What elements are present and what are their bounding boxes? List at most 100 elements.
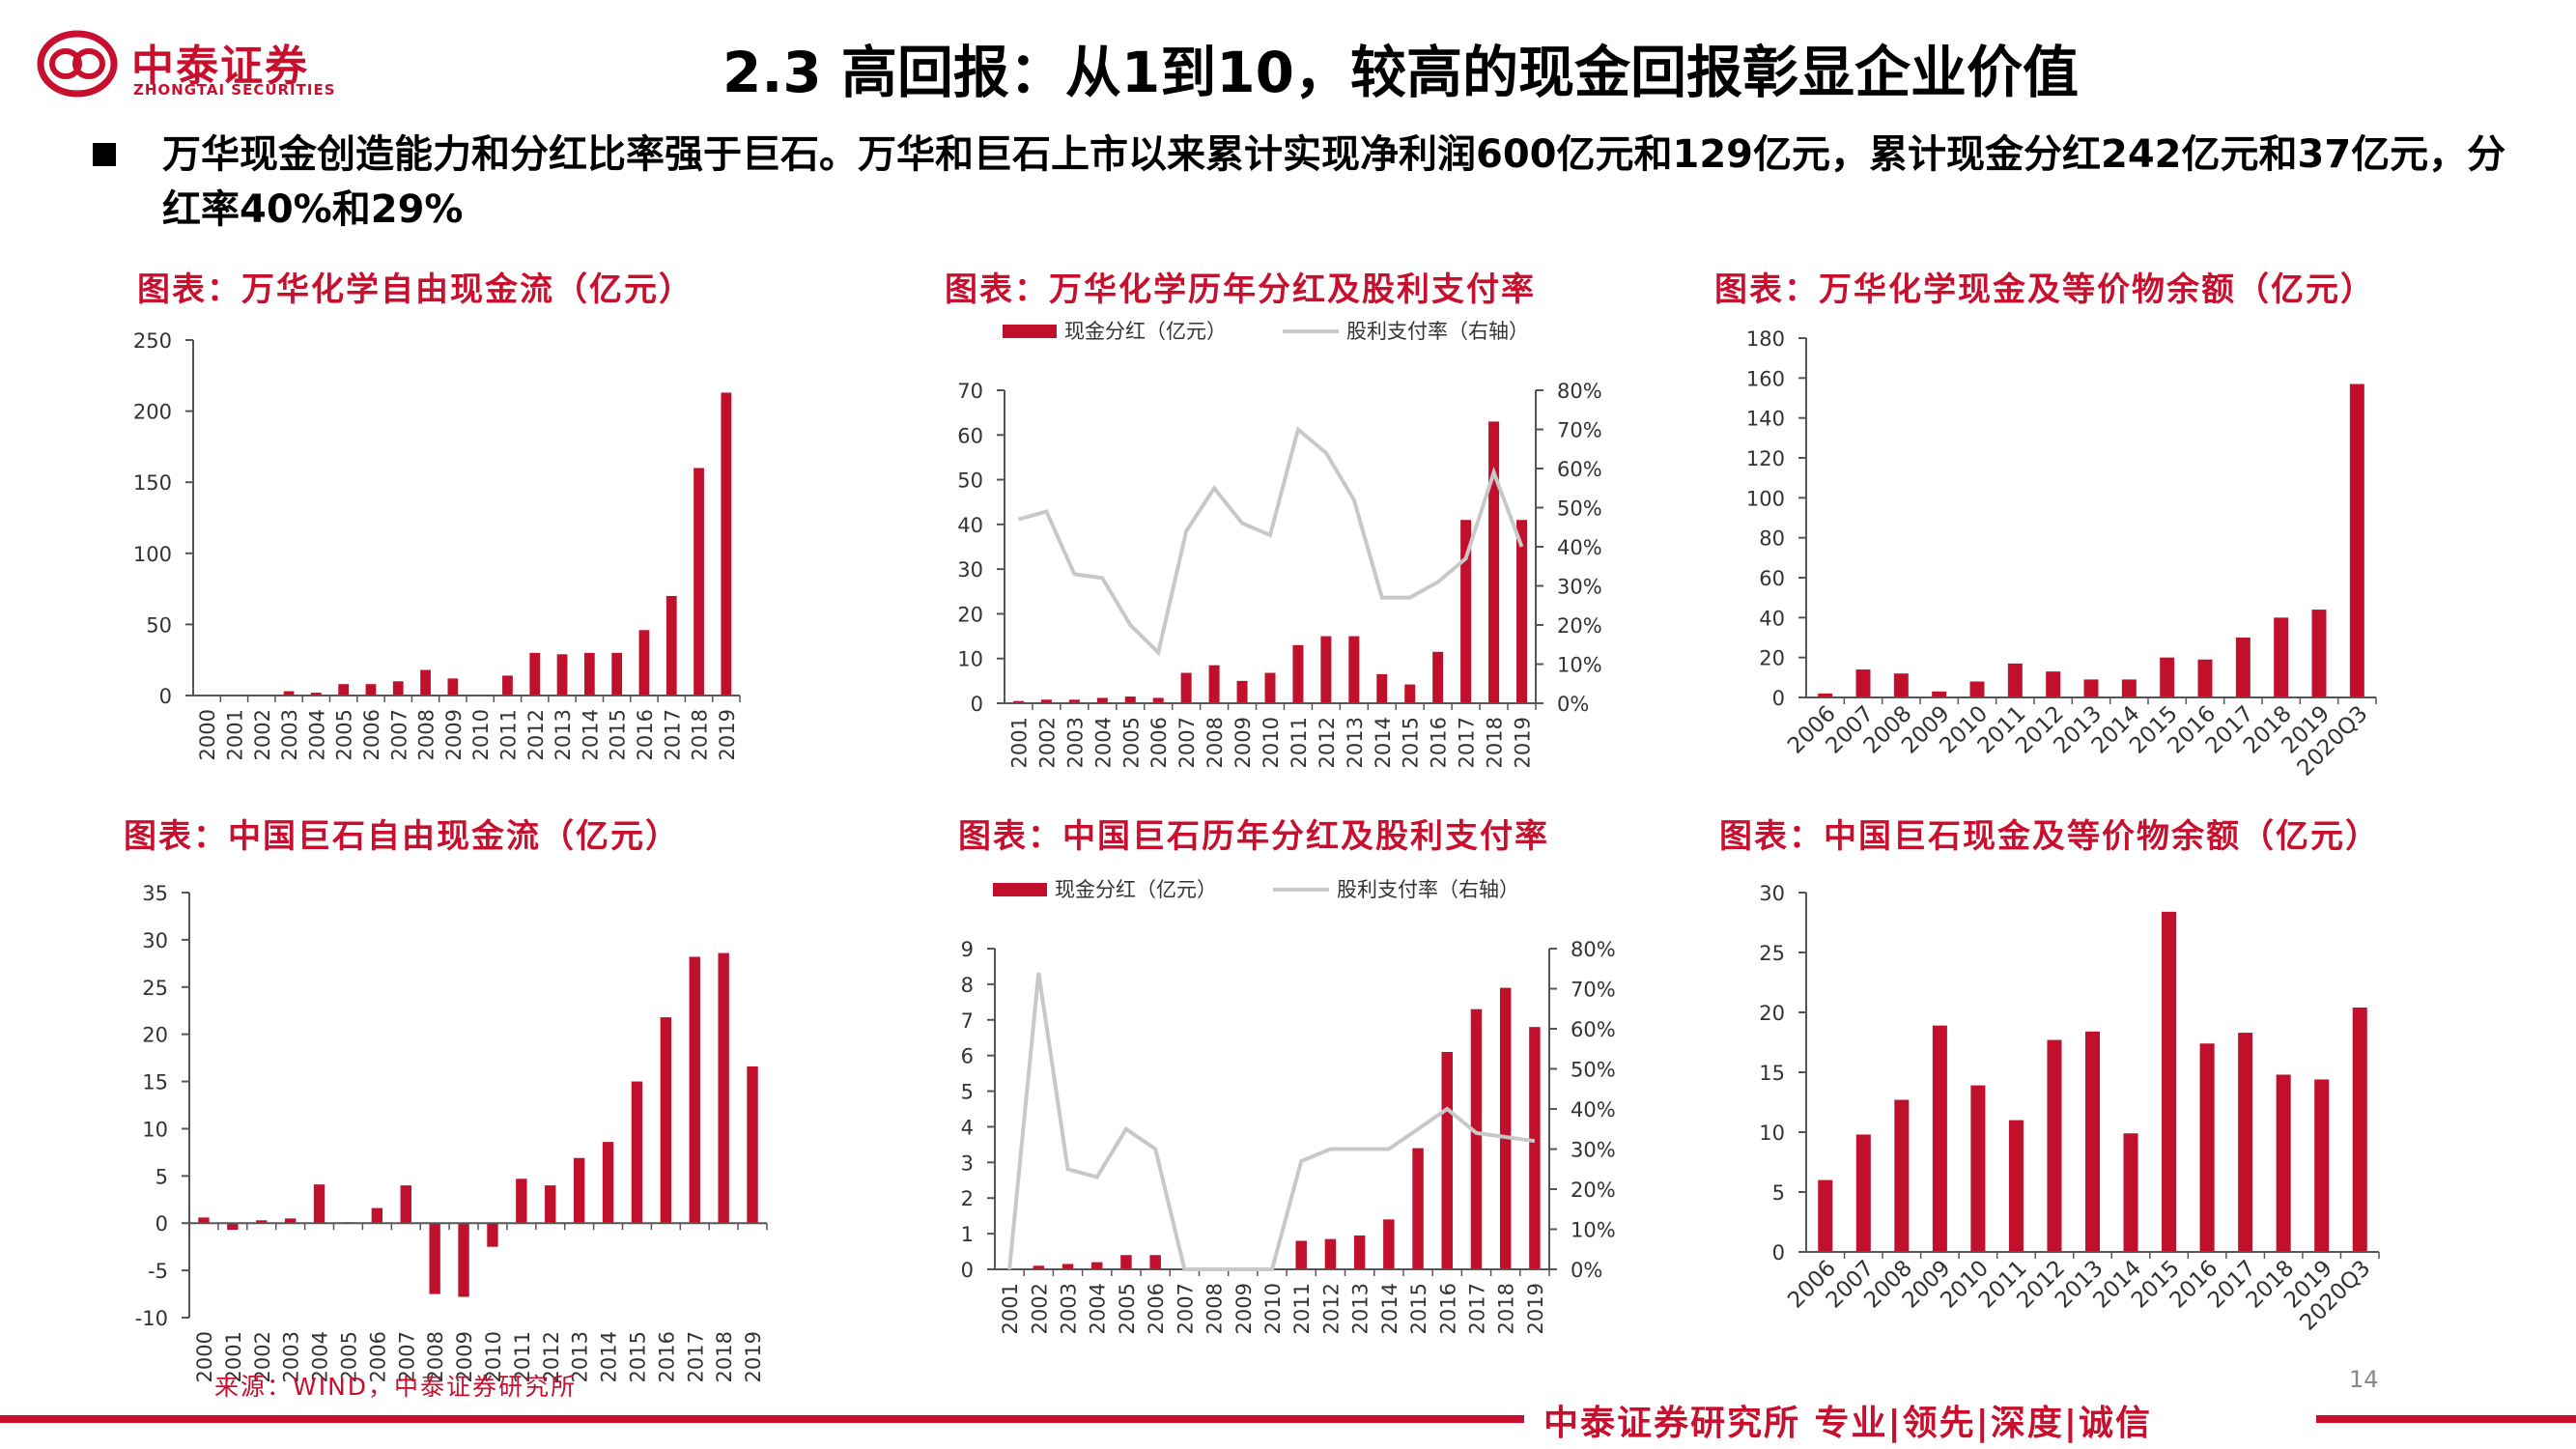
c2-bar bbox=[1040, 699, 1052, 703]
c4-x-label: 2002 bbox=[251, 1331, 274, 1382]
c4-x-label: 2008 bbox=[424, 1331, 447, 1382]
footer-slogan: 中泰证券研究所 专业|领先|深度|诚信 bbox=[1543, 1404, 2152, 1443]
c2-y2-tick-label: 40% bbox=[1557, 536, 1602, 559]
c3-bar bbox=[2235, 638, 2250, 697]
chart-title-wanhua-dividend: 图表：万华化学历年分红及股利支付率 bbox=[945, 270, 1536, 309]
c5-y2-tick-label: 10% bbox=[1571, 1219, 1616, 1242]
c4-bar bbox=[718, 952, 729, 1224]
c5-y2-tick-label: 80% bbox=[1571, 938, 1616, 961]
c1-x-label: 2010 bbox=[469, 709, 493, 760]
c1-y-tick-label: 150 bbox=[133, 471, 172, 495]
c4-bar bbox=[602, 1142, 614, 1224]
c5-x-label: 2009 bbox=[1232, 1283, 1256, 1334]
c5-y2-tick-label: 30% bbox=[1571, 1139, 1616, 1162]
c3-bar bbox=[2121, 679, 2137, 697]
c4-y-tick-label: 30 bbox=[142, 929, 168, 952]
c1-x-label: 2013 bbox=[552, 709, 575, 760]
c2-bar bbox=[1488, 421, 1500, 703]
c2-bar bbox=[1348, 636, 1360, 703]
c1-x-label: 2014 bbox=[579, 709, 602, 760]
c5-y-tick-label: 3 bbox=[961, 1151, 974, 1175]
c5-x-label: 2007 bbox=[1174, 1283, 1197, 1334]
c5-bar bbox=[1149, 1255, 1161, 1269]
c4-bar bbox=[545, 1185, 556, 1224]
c4-x-label: 2012 bbox=[540, 1331, 563, 1382]
c1-bar bbox=[611, 652, 623, 696]
c2-y2-tick-label: 30% bbox=[1557, 576, 1602, 599]
c1-bar bbox=[338, 684, 350, 696]
footer-rule bbox=[0, 1415, 2576, 1423]
c6-bar bbox=[2238, 1033, 2253, 1252]
c2-bar bbox=[1208, 665, 1220, 703]
c4-bar bbox=[747, 1065, 758, 1224]
c4-y-tick-label: 5 bbox=[156, 1165, 168, 1188]
c4-x-label: 2010 bbox=[482, 1331, 505, 1382]
c5-y2-tick-label: 50% bbox=[1571, 1059, 1616, 1082]
c3-bar bbox=[2197, 659, 2213, 697]
c4-bar bbox=[400, 1185, 411, 1224]
c4-x-label: 2000 bbox=[193, 1331, 216, 1382]
c4-x-label: 2011 bbox=[511, 1331, 534, 1382]
c5-x-label: 2013 bbox=[1349, 1283, 1373, 1334]
c1-bar bbox=[694, 468, 704, 696]
c1-x-label: 2012 bbox=[524, 709, 548, 760]
c5-y2-tick-label: 40% bbox=[1571, 1098, 1616, 1122]
c3-y-tick-label: 60 bbox=[1759, 567, 1785, 590]
chart-title-jushi-fcf: 图表：中国巨石自由现金流（亿元） bbox=[124, 817, 680, 856]
footer-slogan-bg bbox=[1524, 1391, 2316, 1445]
c2-bar bbox=[1292, 644, 1304, 703]
c5-legend-bar-swatch bbox=[993, 883, 1047, 896]
c5-y-tick-label: 4 bbox=[961, 1116, 974, 1139]
c4-x-label: 2019 bbox=[742, 1331, 765, 1382]
c3-y-tick-label: 120 bbox=[1746, 447, 1785, 470]
c5-bar bbox=[1470, 1009, 1483, 1269]
page-title: 2.3 高回报：从1到10，较高的现金回报彰显企业价值 bbox=[722, 40, 2079, 105]
chart-title-jushi-cash: 图表：中国巨石现金及等价物余额（亿元） bbox=[1719, 817, 2380, 856]
c4-bar bbox=[429, 1223, 440, 1294]
c5-x-label: 2014 bbox=[1378, 1283, 1401, 1334]
c2-y2-tick-label: 50% bbox=[1557, 497, 1602, 521]
c2-x-label: 2002 bbox=[1035, 717, 1059, 768]
c5-x-label: 2012 bbox=[1319, 1283, 1343, 1334]
c3-y-tick-label: 80 bbox=[1759, 527, 1785, 551]
c2-y2-tick-label: 60% bbox=[1557, 458, 1602, 481]
c4-y-tick-label: 25 bbox=[142, 977, 168, 1000]
c3-bar bbox=[2007, 663, 2023, 697]
c6-y-tick-label: 5 bbox=[1772, 1181, 1785, 1205]
c5-x-label: 2011 bbox=[1290, 1283, 1314, 1334]
c4-y-tick-label: 0 bbox=[156, 1212, 168, 1236]
logo-mark-icon bbox=[37, 30, 118, 98]
c2-x-label: 2009 bbox=[1231, 717, 1255, 768]
c1-x-label: 2002 bbox=[251, 709, 274, 760]
c5-x-label: 2018 bbox=[1495, 1283, 1518, 1334]
c1-y-tick-label: 0 bbox=[159, 685, 172, 708]
c5-bar bbox=[1295, 1240, 1307, 1269]
c1-x-label: 2011 bbox=[496, 709, 520, 760]
c1-x-label: 2000 bbox=[196, 709, 219, 760]
c4-bar bbox=[487, 1223, 498, 1247]
c1-x-label: 2016 bbox=[634, 709, 657, 760]
c5-x-label: 2010 bbox=[1261, 1283, 1285, 1334]
c4-x-label: 2003 bbox=[280, 1331, 303, 1382]
c1-bar bbox=[392, 681, 404, 696]
c5-bar bbox=[1441, 1051, 1454, 1269]
c2-bar bbox=[1180, 672, 1192, 703]
c4-bar bbox=[256, 1220, 268, 1224]
c4-x-label: 2013 bbox=[569, 1331, 592, 1382]
c5-bar bbox=[1412, 1148, 1424, 1269]
c2-x-label: 2018 bbox=[1484, 717, 1507, 768]
c5-x-label: 2001 bbox=[999, 1283, 1022, 1334]
c1-bar bbox=[529, 652, 541, 696]
c2-y-tick-label: 60 bbox=[957, 424, 983, 447]
c4-bar bbox=[631, 1081, 643, 1224]
c1-bar bbox=[556, 654, 568, 696]
c6-bar bbox=[2084, 1031, 2101, 1252]
c4-bar bbox=[660, 1017, 672, 1224]
c3-bar bbox=[2160, 657, 2175, 697]
c2-x-label: 2010 bbox=[1260, 717, 1283, 768]
c1-x-label: 2017 bbox=[661, 709, 684, 760]
c2-bar bbox=[1432, 651, 1444, 703]
c6-bar bbox=[2008, 1120, 2024, 1252]
c2-x-label: 2006 bbox=[1147, 717, 1171, 768]
c2-x-label: 2008 bbox=[1203, 717, 1227, 768]
